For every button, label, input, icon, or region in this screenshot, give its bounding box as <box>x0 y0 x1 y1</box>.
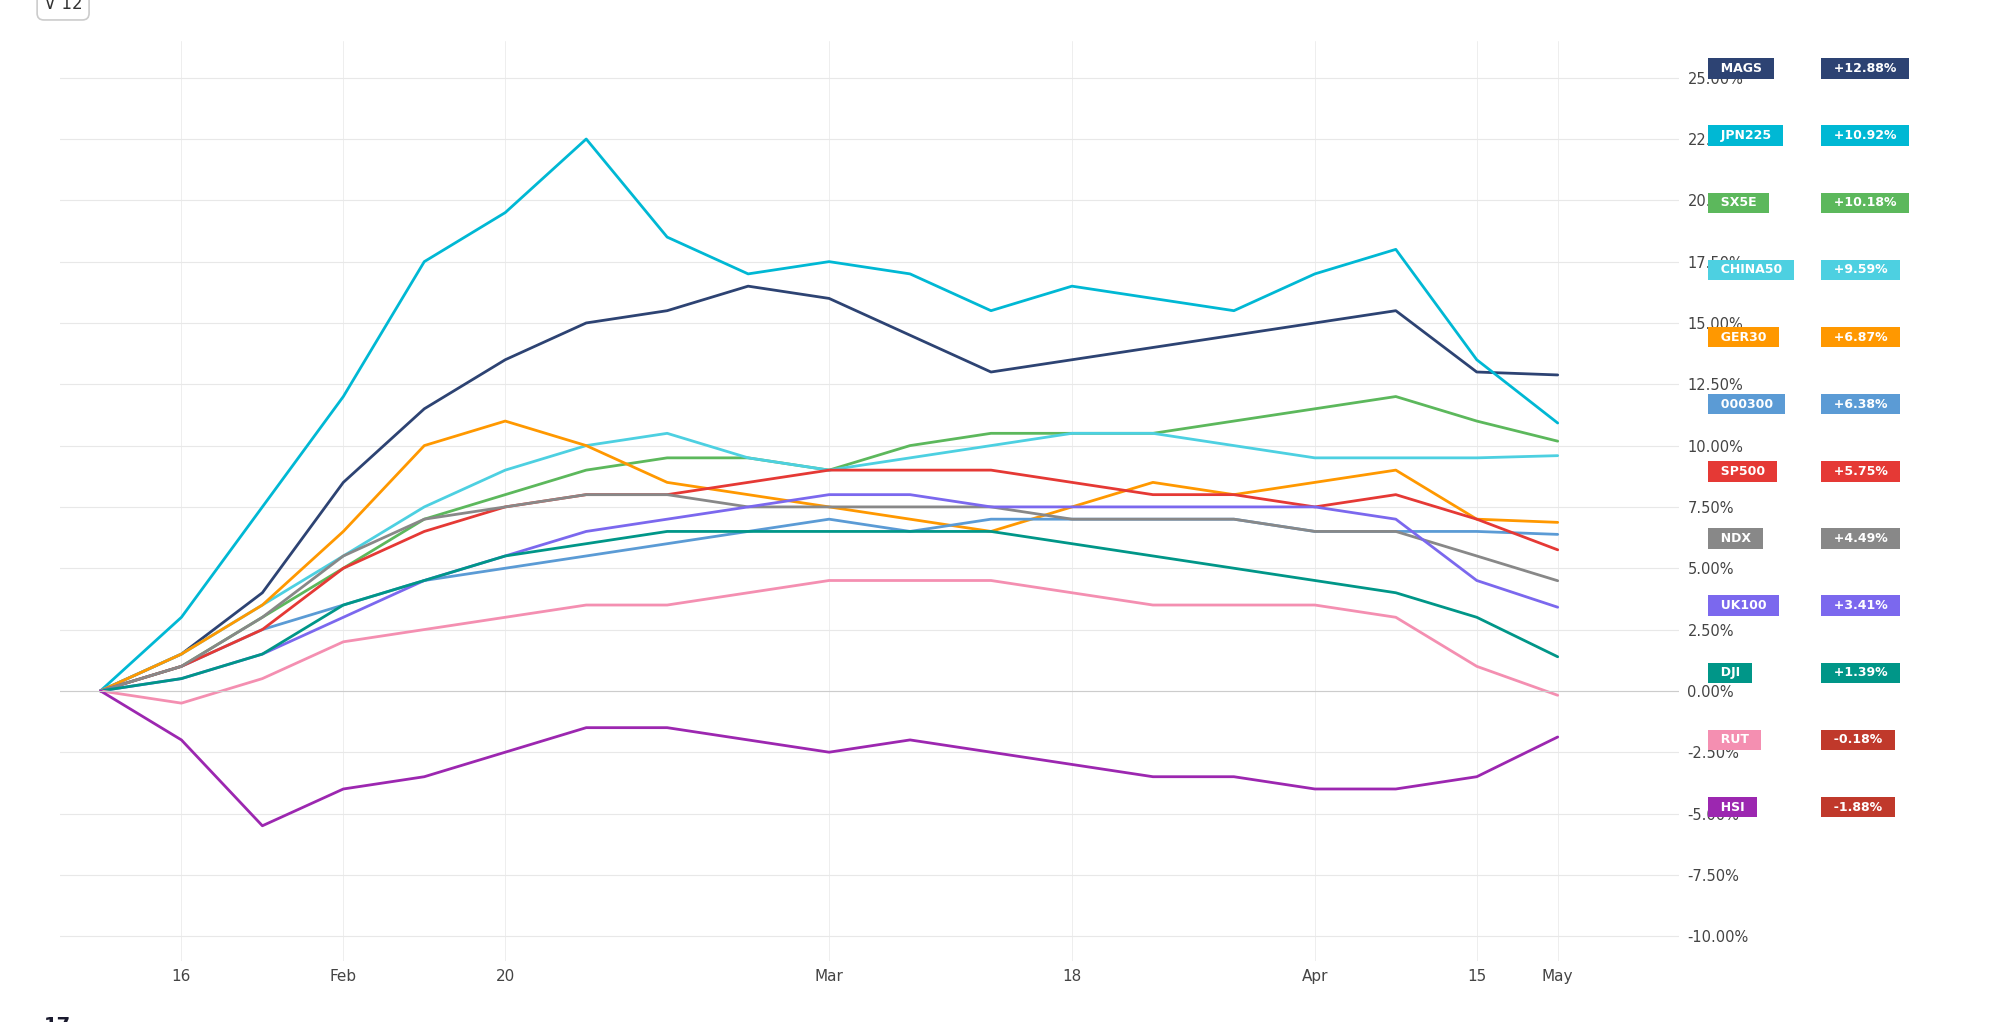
Text: +4.49%: +4.49% <box>1824 532 1896 545</box>
Text: GER30: GER30 <box>1710 330 1774 343</box>
Text: +9.59%: +9.59% <box>1824 264 1896 276</box>
Text: +10.18%: +10.18% <box>1824 196 1904 210</box>
Text: +10.92%: +10.92% <box>1824 129 1904 142</box>
Text: 000300: 000300 <box>1710 398 1780 411</box>
Text: +5.75%: +5.75% <box>1824 465 1896 478</box>
Text: RUT: RUT <box>1710 734 1756 746</box>
Text: HSI: HSI <box>1710 800 1752 814</box>
Text: ∨ 12: ∨ 12 <box>44 0 82 13</box>
Text: NDX: NDX <box>1710 532 1758 545</box>
Text: +6.38%: +6.38% <box>1824 398 1896 411</box>
Text: +12.88%: +12.88% <box>1824 62 1904 75</box>
Text: UK100: UK100 <box>1710 599 1774 612</box>
Text: DJI: DJI <box>1710 666 1748 680</box>
Text: +6.87%: +6.87% <box>1824 330 1896 343</box>
Text: -0.18%: -0.18% <box>1824 734 1890 746</box>
Text: +3.41%: +3.41% <box>1824 599 1896 612</box>
Text: SP500: SP500 <box>1710 465 1772 478</box>
Text: 17: 17 <box>44 1016 70 1022</box>
Text: SX5E: SX5E <box>1710 196 1764 210</box>
Text: +1.39%: +1.39% <box>1824 666 1896 680</box>
Text: -1.88%: -1.88% <box>1824 800 1890 814</box>
Text: CHINA50: CHINA50 <box>1710 264 1790 276</box>
Text: JPN225: JPN225 <box>1710 129 1778 142</box>
Text: MAGS: MAGS <box>1710 62 1770 75</box>
